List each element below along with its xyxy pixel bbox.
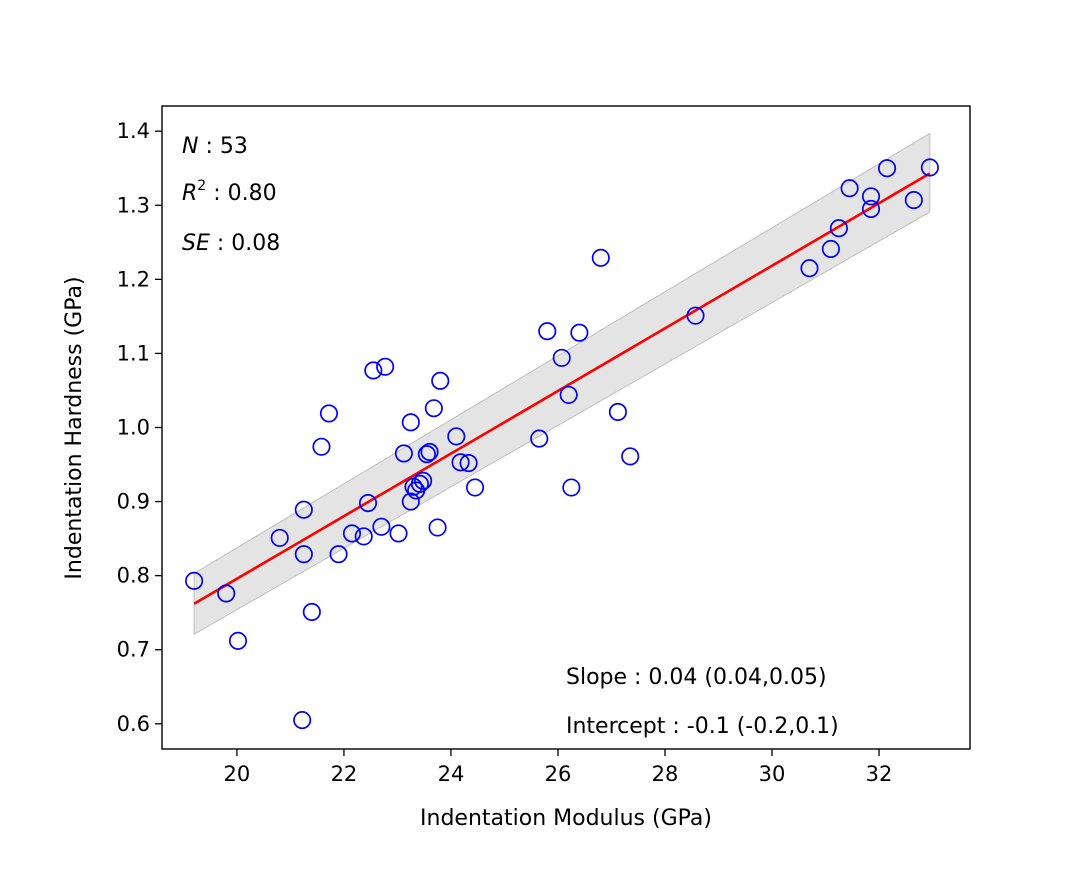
data-point-23 (410, 474, 429, 493)
data-point-25 (417, 445, 436, 464)
data-point-0 (185, 571, 204, 590)
x-tick-label-1: 22 (331, 762, 358, 786)
x-axis-label: Indentation Modulus (GPa) (420, 806, 712, 831)
data-point-12 (354, 527, 373, 546)
data-point-27 (424, 399, 443, 418)
stat-r2-value: 0.80 (228, 181, 277, 206)
x-tick-label-0: 20 (224, 762, 251, 786)
stat-n-sep: : (198, 134, 219, 159)
data-point-5 (294, 500, 313, 519)
data-point-34 (530, 429, 549, 448)
y-tick-label-8: 1.4 (117, 119, 150, 143)
data-point-4 (293, 711, 312, 730)
data-point-31 (451, 453, 470, 472)
data-point-44 (800, 259, 819, 278)
data-point-36 (552, 348, 571, 367)
data-point-40 (591, 248, 610, 267)
data-point-8 (312, 437, 331, 456)
data-point-45 (821, 239, 840, 259)
y-tick-label-3: 0.9 (117, 490, 150, 514)
data-point-28 (428, 518, 447, 537)
confidence-band-layer (193, 132, 931, 636)
data-points-layer (185, 158, 939, 730)
fit-line-layer (193, 172, 931, 605)
data-point-19 (401, 413, 420, 432)
data-point-33 (465, 478, 485, 497)
y-tick-label-2: 0.8 (117, 564, 150, 588)
fit-line (193, 172, 931, 605)
data-point-41 (608, 402, 627, 421)
stat-n-value: 53 (220, 134, 248, 159)
data-point-11 (342, 524, 362, 543)
stat-se-sep: : (210, 231, 231, 256)
data-point-1 (217, 584, 236, 603)
data-point-3 (270, 528, 289, 547)
data-point-2 (228, 631, 248, 650)
stat-se-symbol: SE (182, 231, 210, 256)
y-axis-ticks: 0.6 0.7 0.8 0.9 1.0 1.1 1.2 1.3 1.4 (117, 119, 162, 736)
data-point-30 (447, 427, 466, 446)
data-point-29 (431, 371, 450, 390)
data-point-38 (562, 478, 581, 497)
stat-se-value: 0.08 (231, 231, 280, 256)
stat-se: SE : 0.08 (182, 231, 280, 256)
data-point-52 (920, 158, 939, 177)
y-tick-label-4: 1.0 (117, 416, 150, 440)
x-tick-label-4: 28 (652, 762, 679, 786)
x-tick-label-6: 32 (866, 762, 893, 786)
data-point-14 (364, 361, 383, 380)
stat-r2-sep: : (206, 181, 227, 206)
stat-r2-sup: 2 (197, 178, 206, 194)
data-point-48 (861, 187, 881, 206)
data-point-50 (878, 159, 897, 178)
stat-n-symbol: N (182, 134, 198, 159)
data-point-37 (559, 385, 578, 404)
intercept-annotation: Intercept : -0.1 (-0.2,0.1) (566, 714, 839, 739)
data-point-35 (538, 322, 557, 341)
y-tick-label-5: 1.1 (117, 341, 150, 365)
y-tick-label-1: 0.7 (117, 638, 150, 662)
data-point-16 (376, 357, 395, 376)
data-point-17 (389, 524, 408, 543)
stat-r2-symbol: R (182, 181, 197, 206)
confidence-band (193, 132, 931, 636)
data-point-49 (861, 199, 881, 219)
data-point-46 (829, 219, 848, 238)
data-point-47 (840, 179, 859, 198)
data-point-7 (302, 602, 321, 622)
data-point-9 (319, 404, 339, 423)
y-tick-label-0: 0.6 (117, 712, 150, 736)
x-tick-label-5: 30 (759, 762, 786, 786)
data-point-42 (621, 447, 640, 466)
y-tick-label-7: 1.3 (117, 193, 150, 217)
x-axis-ticks: 20 22 24 26 28 30 32 (224, 749, 893, 786)
stat-r2: R2 : 0.80 (182, 178, 277, 206)
slope-annotation: Slope : 0.04 (0.04,0.05) (566, 665, 827, 690)
stat-n: N : 53 (182, 134, 248, 159)
y-axis-label: Indentation Hardness (GPa) (62, 276, 87, 579)
data-point-32 (459, 454, 478, 473)
data-point-10 (329, 545, 348, 564)
data-point-24 (414, 471, 433, 490)
data-point-6 (294, 545, 313, 564)
x-tick-label-3: 26 (545, 762, 572, 786)
data-point-20 (401, 492, 420, 511)
data-point-26 (420, 442, 439, 461)
y-tick-label-6: 1.2 (117, 267, 150, 291)
data-point-39 (570, 323, 589, 342)
data-point-43 (686, 306, 705, 325)
data-point-15 (372, 517, 391, 536)
data-point-18 (394, 444, 413, 463)
data-point-13 (358, 494, 378, 513)
x-tick-label-2: 24 (438, 762, 465, 786)
data-point-51 (904, 191, 923, 210)
